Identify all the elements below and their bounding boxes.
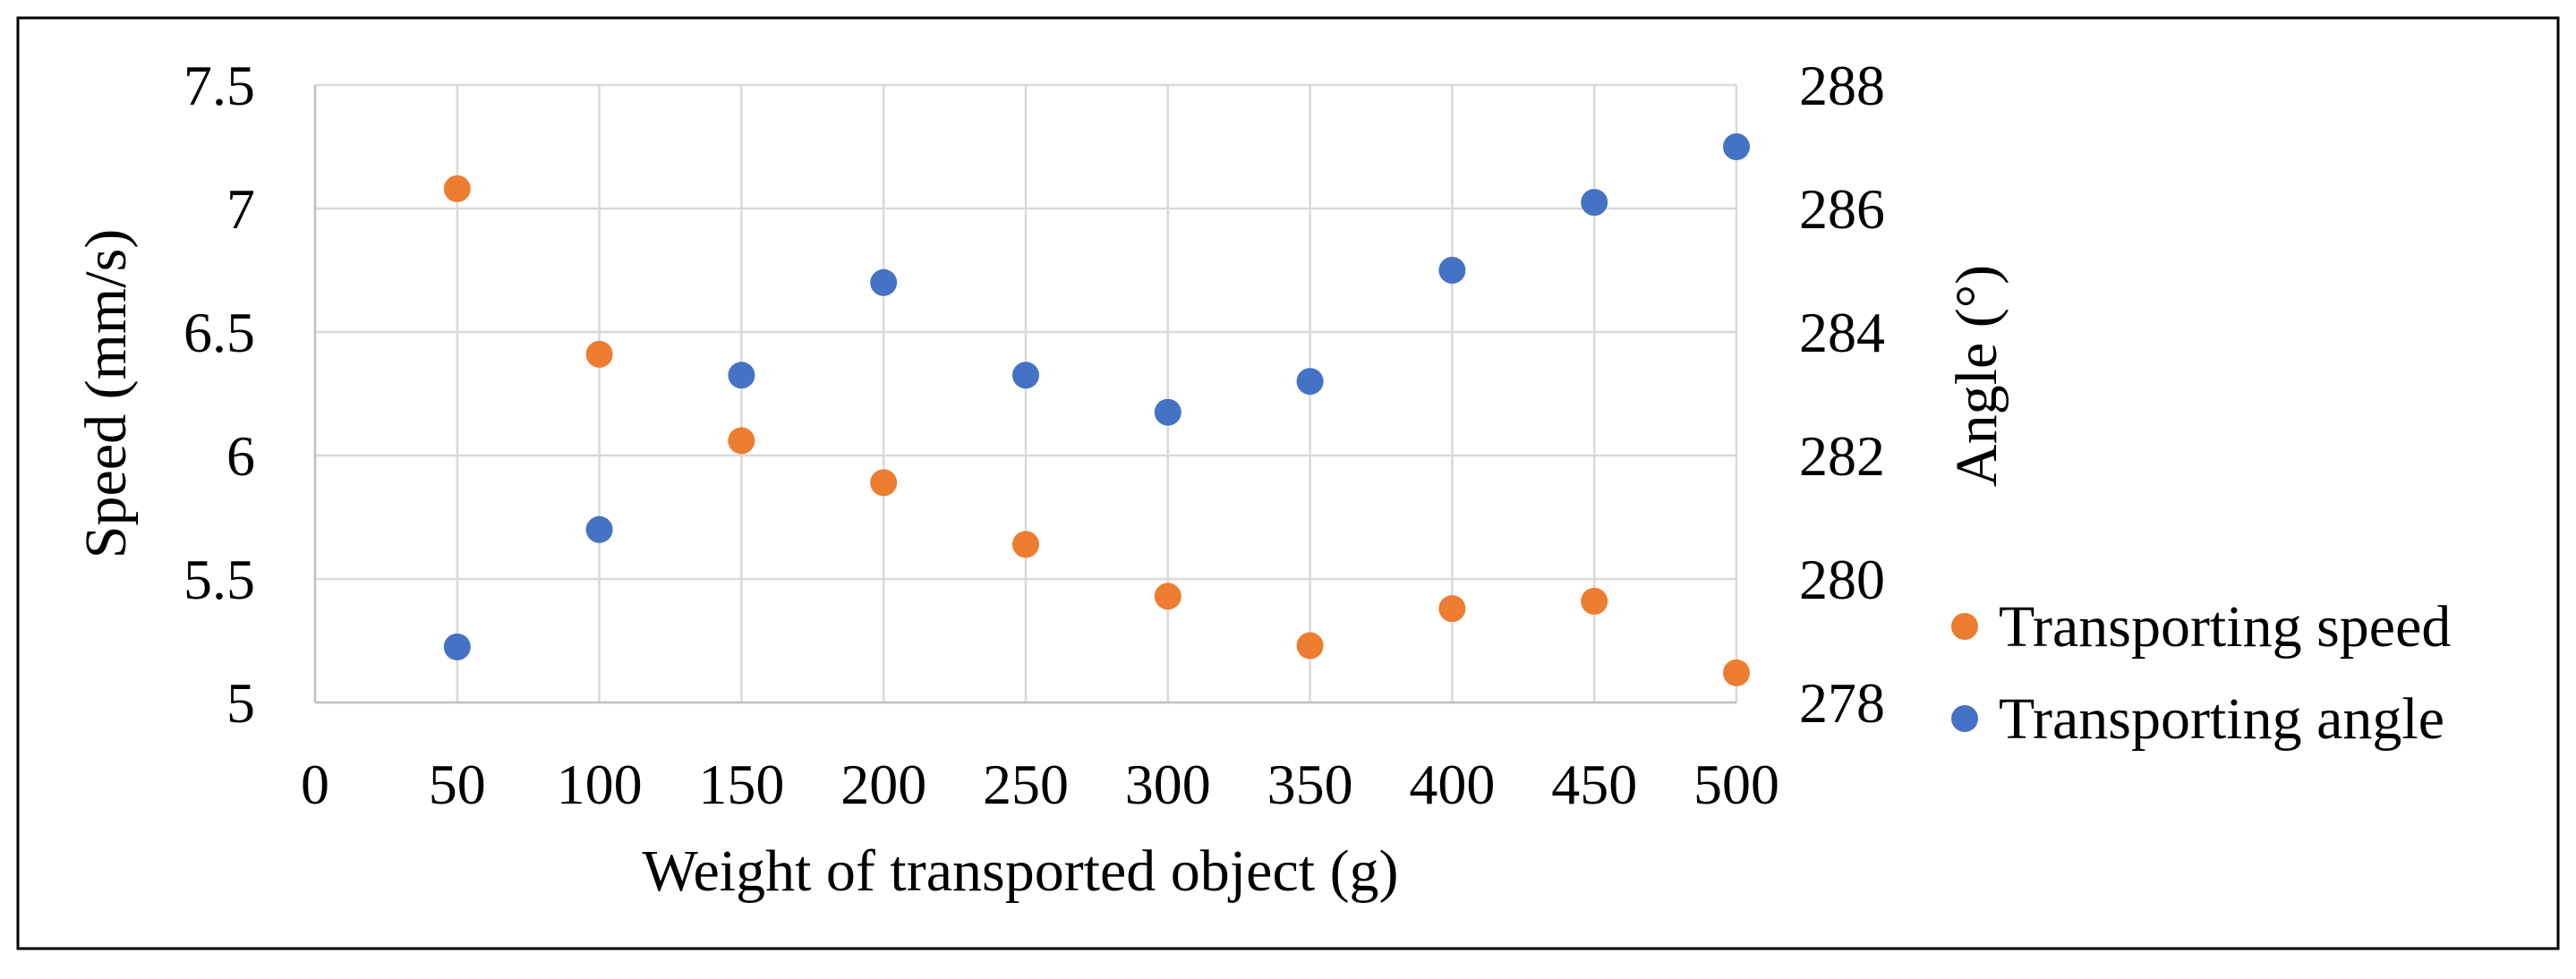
tick-labels: 5 5.5 6 6.5 7 7.5 278 280 282 284 286 288 0 50 100 150 2… [183, 54, 1885, 816]
point-speed [870, 469, 898, 497]
y-tick-label: 6 [226, 424, 255, 488]
point-angle [870, 268, 898, 296]
x-tick-label: 200 [840, 753, 926, 816]
x-axis-label: Weight of transported object (g) [642, 839, 1398, 904]
x-tick-label: 350 [1267, 753, 1353, 816]
point-angle [1012, 362, 1039, 389]
point-angle [1581, 189, 1608, 217]
x-tick-label: 50 [429, 753, 486, 816]
axes [313, 85, 1736, 704]
point-angle [1296, 368, 1324, 396]
x-tick-label: 100 [557, 753, 643, 816]
x-tick-label: 400 [1409, 753, 1495, 816]
point-speed [1723, 659, 1750, 686]
point-speed [1154, 583, 1181, 610]
point-angle [1723, 133, 1750, 160]
x-tick-label: 300 [1125, 753, 1211, 816]
grid-lines [315, 83, 1738, 702]
point-speed [1438, 595, 1466, 623]
y-axis-label: Speed (mm/s) [73, 229, 139, 558]
y2-tick-label: 278 [1799, 671, 1885, 735]
point-speed [585, 340, 613, 368]
legend-label-speed: Transporting speed [1999, 594, 2451, 660]
point-speed [1581, 587, 1608, 615]
point-angle [1438, 257, 1466, 284]
x-tick-label: 500 [1693, 753, 1779, 816]
legend-marker-angle [1951, 705, 1978, 732]
x-tick-label: 150 [698, 753, 784, 816]
y-tick-label: 7 [226, 177, 255, 241]
y2-tick-label: 282 [1799, 424, 1885, 488]
chart-frame [16, 16, 2560, 950]
point-speed [1296, 632, 1324, 660]
x-tick-label: 0 [301, 753, 329, 816]
legend-label-angle: Transporting angle [1999, 686, 2444, 752]
x-tick-label: 450 [1551, 753, 1637, 816]
y-tick-label: 5 [226, 671, 255, 735]
point-angle [585, 515, 613, 543]
data-points [443, 133, 1750, 686]
y2-tick-label: 288 [1799, 54, 1885, 117]
point-angle [728, 362, 755, 389]
y2-tick-label: 284 [1799, 301, 1885, 364]
y2-axis-label: Angle (°) [1944, 265, 2009, 487]
point-speed [1012, 531, 1039, 558]
y2-tick-label: 280 [1799, 548, 1885, 611]
x-tick-label: 250 [983, 753, 1069, 816]
y2-tick-label: 286 [1799, 177, 1885, 241]
legend-marker-speed [1951, 613, 1978, 640]
y-tick-label: 6.5 [183, 301, 255, 364]
legend: Transporting speed Transporting angle [1951, 594, 2451, 752]
point-speed [728, 427, 755, 455]
point-speed [443, 175, 471, 202]
point-angle [1154, 398, 1181, 426]
y-tick-label: 7.5 [183, 54, 255, 117]
y-tick-label: 5.5 [183, 548, 255, 611]
point-angle [443, 633, 471, 660]
